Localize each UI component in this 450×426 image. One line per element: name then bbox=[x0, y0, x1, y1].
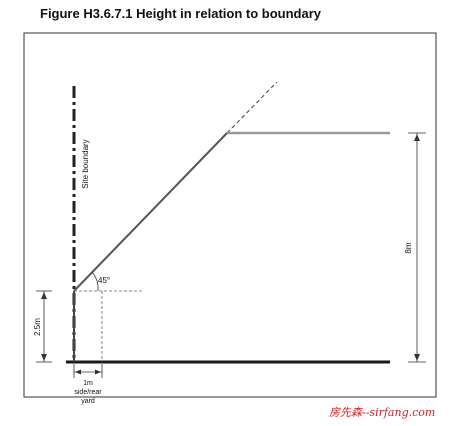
watermark: 房先森--sirfang.com bbox=[329, 406, 436, 419]
left-height-label: 2.5m bbox=[33, 318, 42, 336]
angle-label: 45° bbox=[98, 276, 110, 285]
dimension-arrow-top-2-5m bbox=[41, 292, 47, 299]
setback-label-line2: side/rear bbox=[74, 389, 102, 396]
right-height-label: 8m bbox=[404, 242, 413, 253]
dimension-arrow-bottom-8m bbox=[414, 354, 420, 361]
envelope-extension-line bbox=[226, 81, 278, 134]
dimension-arrow-bottom-2-5m bbox=[41, 354, 47, 361]
site-boundary-label: Site boundary bbox=[81, 139, 90, 188]
dimension-arrow-right-1m bbox=[95, 369, 101, 375]
setback-label-line1: 1m bbox=[83, 380, 93, 387]
setback-label-line3: yard bbox=[81, 398, 95, 405]
height-envelope-line bbox=[73, 132, 228, 292]
angle-arc bbox=[91, 271, 99, 292]
dimension-arrow-top-8m bbox=[414, 134, 420, 141]
dimension-arrow-left-1m bbox=[75, 369, 81, 375]
figure-title: Figure H3.6.7.1 Height in relation to bo… bbox=[40, 6, 321, 21]
figure-frame bbox=[23, 32, 437, 398]
